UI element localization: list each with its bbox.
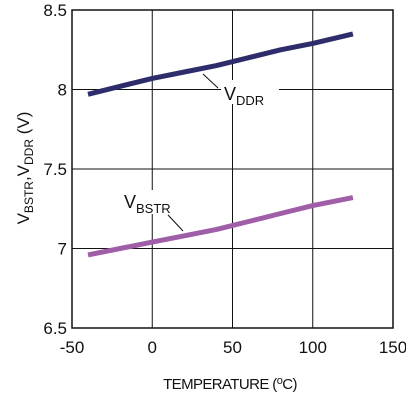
- y-tick-label: 8: [58, 81, 67, 100]
- vbstr-series-label: VBSTR: [124, 192, 171, 216]
- x-tick-label: 150: [379, 338, 406, 357]
- series-line-vddr: [87, 31, 354, 97]
- x-tick-label: 0: [148, 338, 157, 357]
- y-tick-labels: 6.5 7 7.5 8 8.5: [43, 1, 67, 338]
- y-axis-title: VBSTR,VDDR (V): [14, 112, 36, 225]
- x-tick-label: 50: [223, 338, 242, 357]
- vddr-label-bg: [221, 80, 279, 104]
- y-tick-label: 7.5: [43, 160, 67, 179]
- y-tick-label: 7: [58, 240, 67, 259]
- vddr-series-label: VDDR: [224, 84, 264, 108]
- vbstr-label-bg: [122, 190, 190, 214]
- series-line-vbstr: [87, 195, 354, 258]
- x-tick-label: -50: [60, 338, 85, 357]
- grid: [71, 9, 394, 329]
- x-tick-label: 100: [299, 338, 327, 357]
- series-lines: [87, 31, 354, 258]
- vbstr-leader-line: [167, 214, 184, 232]
- plot-frame: [71, 9, 394, 329]
- vddr-leader-line: [202, 73, 219, 89]
- y-tick-label: 6.5: [43, 319, 67, 338]
- x-axis-title: TEMPERATURE (oC): [163, 375, 297, 393]
- y-tick-label: 8.5: [43, 1, 67, 20]
- x-tick-labels: -50 0 50 100 150: [60, 338, 406, 357]
